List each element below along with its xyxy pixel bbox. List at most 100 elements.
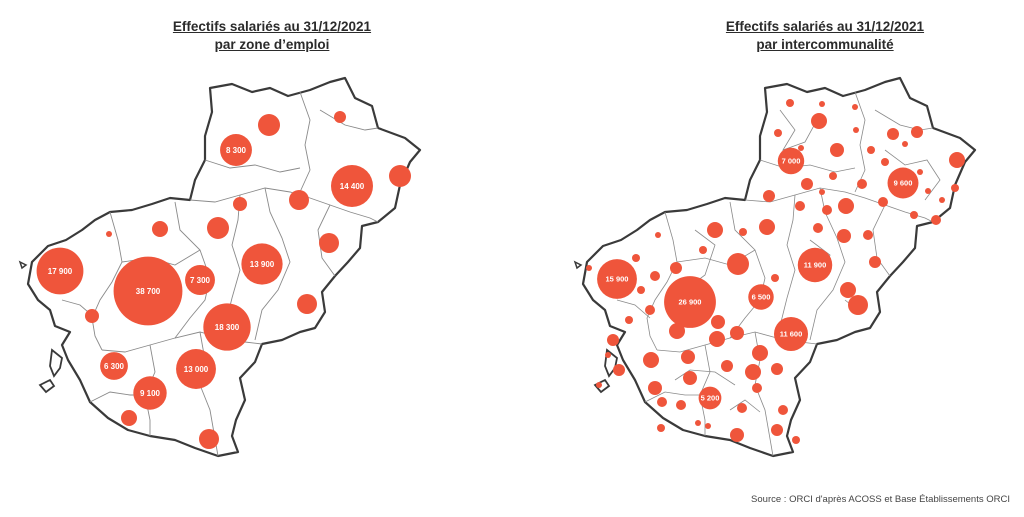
bubble-17900: [36, 247, 84, 295]
bubble-13000: [176, 349, 216, 389]
bubble-unlabeled: [319, 233, 339, 253]
bubble-unlabeled: [774, 129, 782, 137]
island-yeu: [38, 378, 56, 394]
bubble-unlabeled: [925, 188, 931, 194]
bubble-unlabeled: [586, 265, 592, 271]
bubble-unlabeled: [867, 146, 875, 154]
bubble-unlabeled: [637, 286, 645, 294]
bubble-unlabeled: [771, 274, 779, 282]
bubble-unlabeled: [878, 197, 888, 207]
bubble-unlabeled: [763, 190, 775, 202]
bubble-unlabeled: [709, 331, 725, 347]
bubble-unlabeled: [670, 262, 682, 274]
bubble-unlabeled: [705, 423, 711, 429]
bubble-unlabeled: [838, 198, 854, 214]
bubble-unlabeled: [822, 205, 832, 215]
bubble-unlabeled: [771, 424, 783, 436]
island-yeu: [593, 378, 611, 394]
bubble-layer-left: 38 700 18 300 17 900 14 400 13 900 13 000 9 10…: [36, 111, 411, 449]
bubble-unlabeled: [813, 223, 823, 233]
bubble-8300: [220, 134, 252, 166]
bubble-unlabeled: [721, 360, 733, 372]
bubble-unlabeled: [106, 231, 112, 237]
bubble-unlabeled: [951, 184, 959, 192]
bubble-7000: [777, 147, 805, 175]
bubble-unlabeled: [730, 428, 744, 442]
bubble-unlabeled: [778, 405, 788, 415]
bubble-9100: [133, 376, 167, 410]
coast-fragment: [18, 260, 28, 270]
department-boundary: [299, 91, 311, 193]
map-title-left-line1: Effectifs salariés au 31/12/2021: [172, 19, 372, 34]
bubble-unlabeled: [887, 128, 899, 140]
bubble-label: 5 200: [701, 394, 720, 403]
bubble-unlabeled: [85, 309, 99, 323]
bubble-unlabeled: [645, 305, 655, 315]
bubble-9600: [887, 167, 919, 199]
bubble-unlabeled: [676, 400, 686, 410]
bubble-label: 11 900: [804, 261, 827, 270]
bubble-unlabeled: [650, 271, 660, 281]
bubble-unlabeled: [852, 104, 858, 110]
bubble-unlabeled: [881, 158, 889, 166]
bubble-15900: [597, 259, 637, 299]
bubble-label: 17 900: [48, 267, 73, 276]
bubble-unlabeled: [752, 383, 762, 393]
bubble-11600: [773, 316, 809, 352]
bubble-unlabeled: [699, 246, 707, 254]
bubble-13900: [241, 243, 283, 285]
bubble-unlabeled: [258, 114, 280, 136]
bubble-unlabeled: [730, 326, 744, 340]
coast-fragment: [573, 260, 583, 270]
map-title-right-line2: par intercommunalité: [756, 37, 894, 52]
bubble-unlabeled: [681, 350, 695, 364]
bubble-unlabeled: [857, 179, 867, 189]
map-title-right: Effectifs salariés au 31/12/2021 par int…: [675, 18, 975, 54]
bubble-7300: [185, 265, 215, 295]
bubble-unlabeled: [745, 364, 761, 380]
zone-boundary: [254, 187, 291, 341]
bubble-unlabeled: [910, 211, 918, 219]
bubble-unlabeled: [902, 141, 908, 147]
bubble-label: 38 700: [136, 287, 161, 296]
bubble-6500: [748, 284, 774, 310]
bubble-label: 9 600: [894, 179, 913, 188]
bubble-11900: [797, 247, 833, 283]
bubble-unlabeled: [863, 230, 873, 240]
bubble-label: 13 000: [184, 365, 209, 374]
bubble-unlabeled: [605, 352, 611, 358]
bubble-unlabeled: [759, 219, 775, 235]
bubble-label: 15 900: [606, 275, 629, 284]
bubble-unlabeled: [334, 111, 346, 123]
bubble-unlabeled: [152, 221, 168, 237]
bubble-unlabeled: [711, 315, 725, 329]
bubble-unlabeled: [643, 352, 659, 368]
bubble-label: 14 400: [340, 182, 365, 191]
bubble-unlabeled: [771, 363, 783, 375]
bubble-unlabeled: [596, 382, 602, 388]
bubble-unlabeled: [911, 126, 923, 138]
bubble-label: 9 100: [140, 389, 161, 398]
bubble-unlabeled: [795, 201, 805, 211]
bubble-unlabeled: [811, 113, 827, 129]
bubble-unlabeled: [297, 294, 317, 314]
department-boundary: [91, 211, 123, 351]
bubble-18300: [203, 303, 251, 351]
bubble-unlabeled: [289, 190, 309, 210]
bubble-unlabeled: [819, 189, 825, 195]
bubble-unlabeled: [752, 345, 768, 361]
bubble-unlabeled: [792, 436, 800, 444]
bubble-label: 11 600: [780, 330, 803, 339]
bubble-unlabeled: [233, 197, 247, 211]
region-outline: [573, 76, 977, 458]
bubble-unlabeled: [949, 152, 965, 168]
bubble-label: 8 300: [226, 146, 247, 155]
bubble-unlabeled: [389, 165, 411, 187]
bubble-unlabeled: [39, 267, 45, 273]
zone-boundary: [319, 109, 379, 131]
bubble-unlabeled: [199, 429, 219, 449]
bubble-38700: [113, 256, 183, 326]
bubble-unlabeled: [830, 143, 844, 157]
bubble-unlabeled: [121, 410, 137, 426]
